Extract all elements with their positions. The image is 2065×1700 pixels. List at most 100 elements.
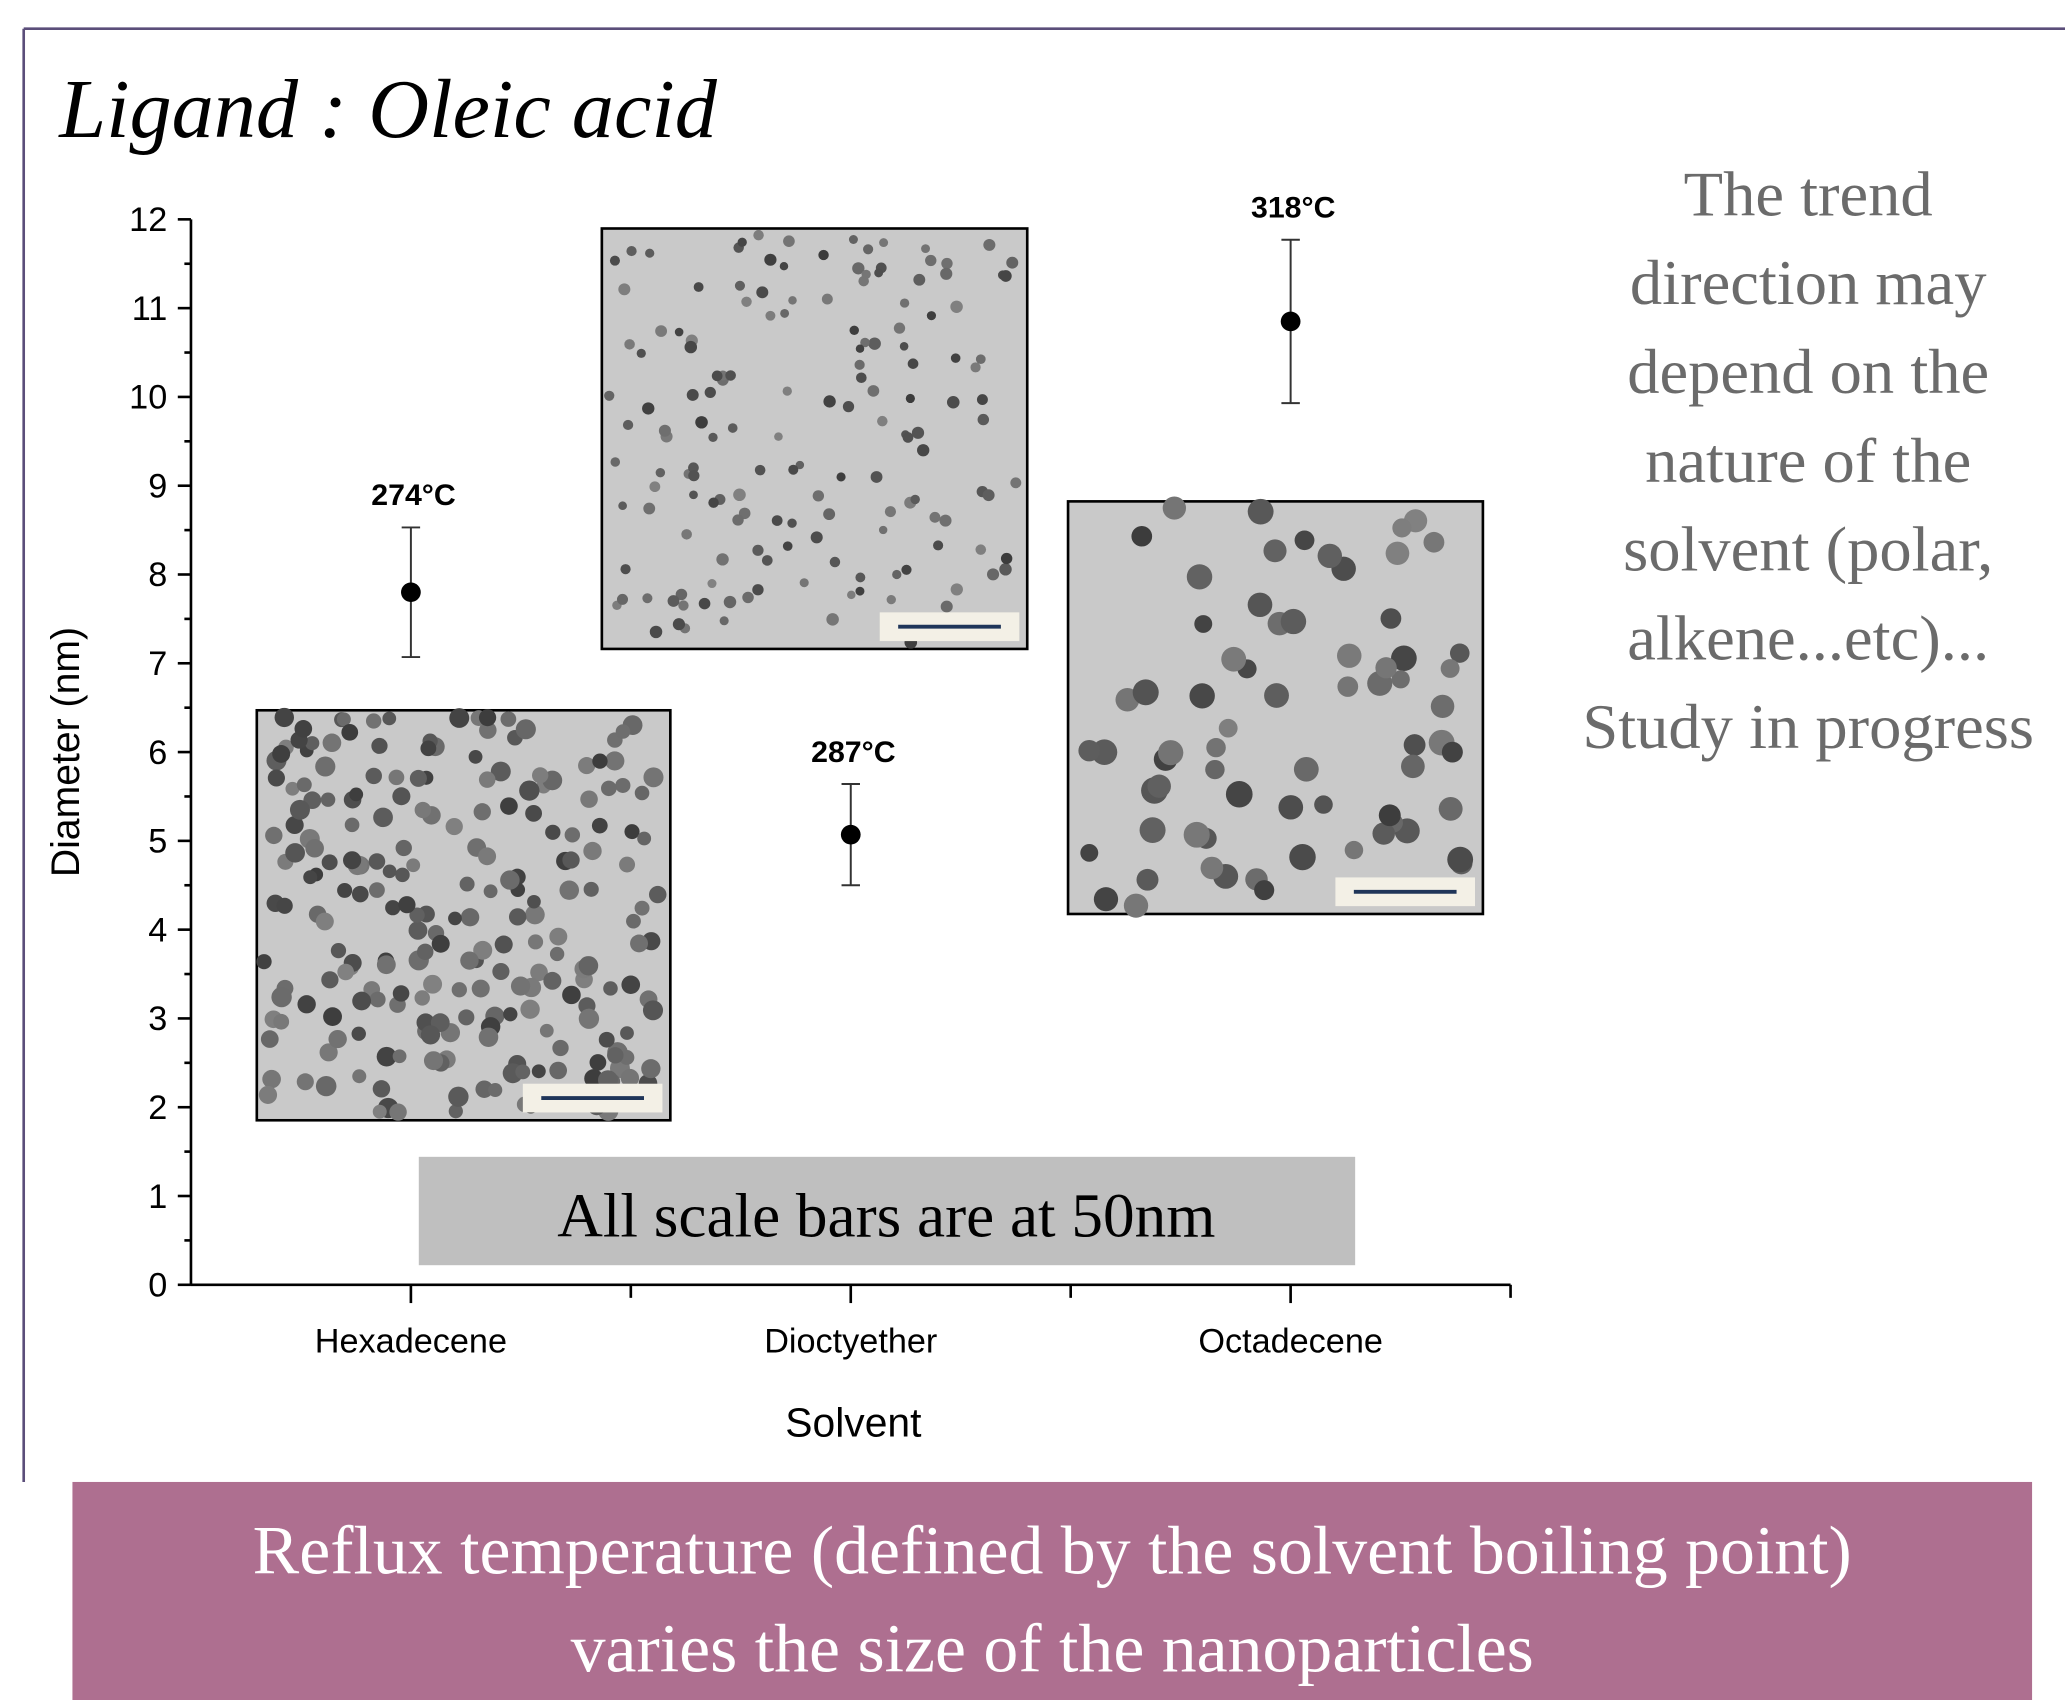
particle (315, 1075, 337, 1097)
particle (901, 564, 912, 575)
y-tick-label: 7 (148, 645, 167, 683)
particle (782, 386, 792, 396)
particle (1449, 643, 1470, 663)
particle (1391, 670, 1410, 689)
particle (584, 1069, 604, 1088)
particle (262, 1069, 281, 1089)
particle (732, 514, 744, 526)
particle (641, 1059, 661, 1079)
particle (686, 389, 699, 401)
particle (500, 797, 518, 815)
particle (812, 490, 825, 502)
particle (821, 293, 833, 305)
particle (836, 472, 846, 482)
particle (761, 555, 773, 566)
particle (855, 572, 866, 583)
particle (562, 851, 580, 869)
particle (508, 908, 527, 926)
particle (1123, 893, 1149, 918)
particle (389, 1103, 407, 1121)
particle (285, 781, 300, 796)
particle (607, 1047, 624, 1064)
particle (451, 982, 467, 998)
particle (752, 584, 764, 596)
particle (823, 395, 836, 408)
particle (877, 415, 888, 427)
particle (591, 817, 608, 834)
particle (532, 767, 549, 784)
particle (527, 894, 541, 909)
particle (500, 870, 520, 890)
particle (1289, 843, 1316, 871)
particle (448, 1104, 463, 1119)
particle (343, 851, 362, 870)
particle (543, 971, 562, 990)
particle (950, 583, 963, 596)
particle (289, 799, 310, 820)
particle (323, 1007, 342, 1026)
particle (265, 826, 283, 845)
particle (693, 282, 704, 292)
particle (810, 531, 823, 544)
particle (1441, 741, 1463, 763)
particle (905, 393, 915, 404)
particle (303, 870, 318, 885)
particle (695, 416, 708, 429)
particle (1438, 797, 1463, 821)
particle (899, 342, 909, 351)
particle (950, 353, 961, 363)
particle (950, 300, 963, 313)
y-tick-label: 0 (148, 1267, 167, 1305)
particle (1078, 739, 1101, 762)
particle (530, 963, 548, 982)
particle (1380, 608, 1402, 629)
particle (634, 900, 650, 916)
particle (601, 780, 617, 797)
particle (478, 709, 497, 727)
particle (727, 423, 738, 433)
particle (933, 540, 944, 551)
particle (296, 1073, 314, 1091)
particle (256, 954, 272, 970)
particle (1337, 676, 1359, 697)
x-tick-label: Octadecene (1198, 1323, 1383, 1361)
particle (321, 971, 339, 989)
particle (488, 1083, 503, 1098)
particle (468, 749, 483, 764)
particle (1139, 817, 1166, 844)
particle (779, 262, 789, 271)
particle (1147, 774, 1171, 798)
particle (458, 1009, 475, 1026)
particle (925, 254, 937, 267)
particle (698, 597, 711, 610)
particle (545, 824, 561, 840)
particle (1263, 539, 1287, 563)
particle (539, 1023, 554, 1038)
particle (704, 386, 716, 399)
particle (319, 1043, 338, 1062)
particle (519, 780, 540, 801)
particle (753, 229, 764, 241)
particle (1132, 679, 1159, 706)
particle (911, 426, 925, 439)
particle (352, 1069, 367, 1084)
y-tick-label: 11 (132, 290, 168, 328)
point (1280, 311, 1301, 332)
particle (855, 344, 865, 353)
particle (688, 470, 700, 482)
particle (986, 568, 1000, 581)
particle (842, 401, 855, 413)
particle (939, 514, 952, 527)
particle (1401, 754, 1425, 779)
particle (448, 911, 462, 926)
particle (583, 881, 599, 897)
particle (365, 767, 382, 785)
particle (1194, 615, 1213, 633)
particle (1162, 496, 1187, 520)
y-tick-label: 12 (129, 201, 167, 239)
particle (615, 724, 631, 739)
particle (655, 325, 668, 337)
particle (711, 370, 723, 382)
particle (674, 327, 684, 337)
particle (296, 777, 312, 793)
